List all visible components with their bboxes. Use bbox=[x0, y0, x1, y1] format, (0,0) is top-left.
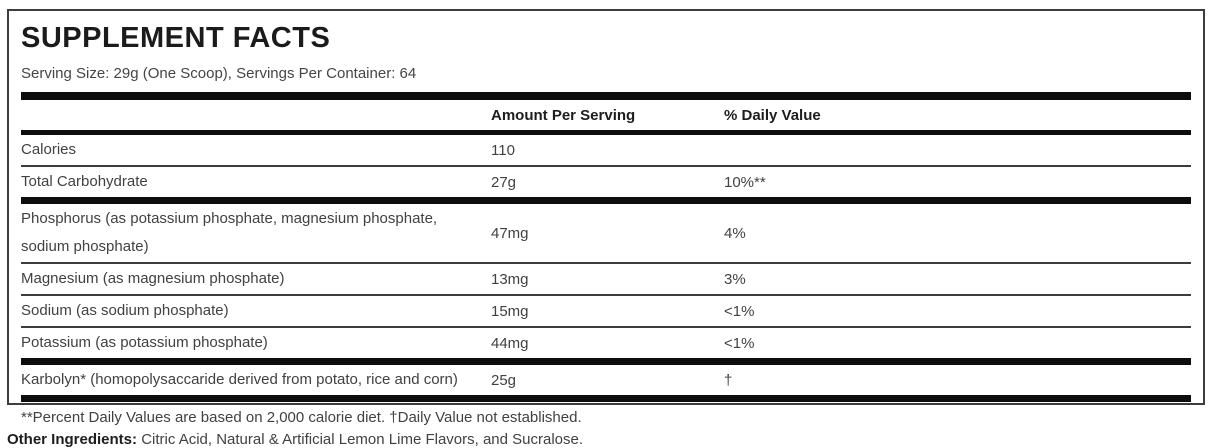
other-ingredients-text: Citric Acid, Natural & Artificial Lemon … bbox=[141, 431, 584, 448]
row-nutrient-name: Total Carbohydrate bbox=[21, 173, 148, 191]
footnote: **Percent Daily Values are based on 2,00… bbox=[21, 409, 582, 427]
table-row: Total Carbohydrate 27g 10%** bbox=[21, 167, 1191, 205]
facts-rows: Calories 110 Total Carbohydrate 27g 10%*… bbox=[21, 135, 1191, 403]
row-nutrient-name: Magnesium (as magnesium phosphate) bbox=[21, 270, 285, 288]
row-daily-value: † bbox=[724, 371, 733, 389]
row-nutrient-name: Phosphorus (as potassium phosphate, magn… bbox=[21, 210, 438, 256]
header-amount-per-serving: Amount Per Serving bbox=[491, 106, 636, 124]
table-row: Potassium (as potassium phosphate) 44mg … bbox=[21, 328, 1191, 366]
row-amount: 47mg bbox=[491, 224, 529, 242]
table-row: Phosphorus (as potassium phosphate, magn… bbox=[21, 204, 1191, 265]
table-row: Calories 110 bbox=[21, 135, 1191, 168]
header-daily-value: % Daily Value bbox=[724, 106, 821, 124]
row-daily-value: <1% bbox=[724, 334, 755, 352]
row-amount: 13mg bbox=[491, 270, 529, 288]
header-divider-bar bbox=[21, 130, 1191, 136]
row-amount: 27g bbox=[491, 173, 517, 191]
row-nutrient-name: Calories bbox=[21, 141, 77, 159]
table-header-row: Amount Per Serving % Daily Value bbox=[21, 100, 1191, 130]
supplement-facts-panel: SUPPLEMENT FACTS Serving Size: 29g (One … bbox=[7, 9, 1205, 426]
row-daily-value: <1% bbox=[724, 302, 755, 320]
row-daily-value: 4% bbox=[724, 224, 746, 242]
row-amount: 25g bbox=[491, 371, 517, 389]
section-divider-bar bbox=[21, 92, 1191, 101]
row-nutrient-name: Karbolyn* (homopolysaccaride derived fro… bbox=[21, 371, 458, 389]
row-amount: 110 bbox=[491, 141, 515, 159]
row-amount: 44mg bbox=[491, 334, 529, 352]
row-daily-value: 10%** bbox=[724, 173, 766, 191]
serving-info: Serving Size: 29g (One Scoop), Servings … bbox=[21, 64, 417, 82]
row-amount: 15mg bbox=[491, 302, 529, 320]
other-ingredients-label: Other Ingredients: bbox=[7, 431, 138, 448]
row-daily-value: 3% bbox=[724, 270, 746, 288]
row-nutrient-name: Sodium (as sodium phosphate) bbox=[21, 302, 229, 320]
row-nutrient-name: Potassium (as potassium phosphate) bbox=[21, 334, 268, 352]
panel-title: SUPPLEMENT FACTS bbox=[21, 22, 331, 54]
table-row: Sodium (as sodium phosphate) 15mg <1% bbox=[21, 296, 1191, 329]
table-row: Karbolyn* (homopolysaccaride derived fro… bbox=[21, 365, 1191, 403]
table-row: Magnesium (as magnesium phosphate) 13mg … bbox=[21, 264, 1191, 297]
other-ingredients: Other Ingredients: Citric Acid, Natural … bbox=[7, 431, 583, 448]
